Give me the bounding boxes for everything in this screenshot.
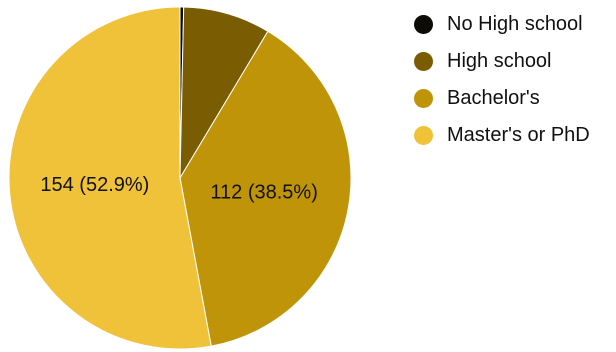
legend-label: No High school xyxy=(447,13,583,35)
legend-item-no-high-school[interactable]: No High school xyxy=(414,6,590,43)
pie-plot: 112 (38.5%) 154 (52.9%) xyxy=(8,6,352,350)
legend-label: High school xyxy=(447,50,552,72)
legend: No High school High school Bachelor's Maste… xyxy=(414,6,590,154)
legend-swatch xyxy=(414,89,433,108)
legend-item-high-school[interactable]: High school xyxy=(414,43,590,80)
slice-label-bachelor-s: 112 (38.5%) xyxy=(210,181,317,203)
legend-swatch xyxy=(414,52,433,71)
legend-swatch xyxy=(414,15,433,34)
legend-item-master-s-or-phd[interactable]: Master's or PhD xyxy=(414,117,590,154)
legend-item-bachelor-s[interactable]: Bachelor's xyxy=(414,80,590,117)
pie-slice-labels: 112 (38.5%) 154 (52.9%) xyxy=(40,174,318,203)
pie-slice-high-school[interactable] xyxy=(179,6,269,180)
pie-slice-bachelor-s[interactable] xyxy=(179,30,352,347)
legend-swatch xyxy=(414,126,433,145)
pie-slices xyxy=(8,6,352,350)
slice-label-master-s-or-phd: 154 (52.9%) xyxy=(40,174,149,196)
pie-slice-master-s-or-phd[interactable] xyxy=(8,6,212,350)
legend-label: Bachelor's xyxy=(447,87,540,109)
legend-label: Master's or PhD xyxy=(447,124,590,146)
